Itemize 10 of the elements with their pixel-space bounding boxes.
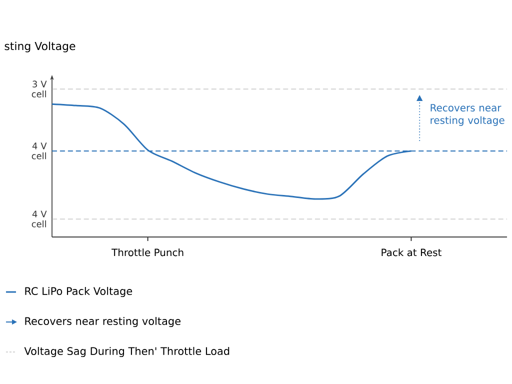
ref-line-label: 3 V cell bbox=[32, 80, 47, 98]
x-tick-label: Throttle Punch bbox=[112, 248, 184, 256]
ref-line-label: 4 V cell bbox=[32, 210, 47, 228]
annotation: Recovers near resting voltage bbox=[430, 104, 504, 126]
legend-label: RC LiPo Pack Voltage bbox=[25, 286, 132, 298]
text: Voltage Sag During Then' Throttle Load bbox=[24, 346, 230, 358]
ref-line-label: 4 V cell bbox=[32, 142, 47, 160]
text: Recovers near resting voltage bbox=[25, 316, 180, 328]
y-axis-title: sting Voltage bbox=[4, 42, 76, 52]
x-tick-label: Pack at Rest bbox=[382, 248, 442, 256]
